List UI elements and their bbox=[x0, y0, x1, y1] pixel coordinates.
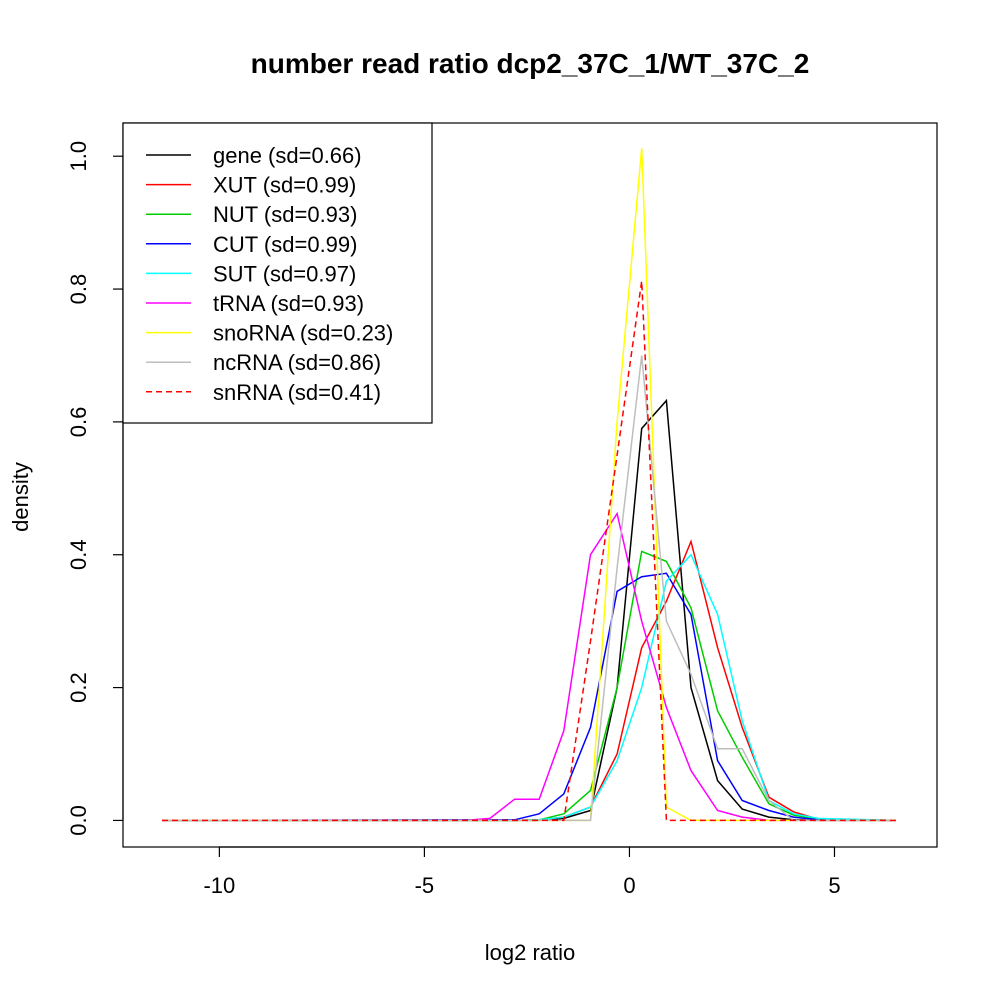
legend-label-4: SUT (sd=0.97) bbox=[213, 261, 356, 286]
series-layer bbox=[161, 148, 897, 822]
series-line-5 bbox=[162, 511, 896, 822]
y-tick-label: 0.4 bbox=[66, 539, 91, 570]
y-tick-label: 0.6 bbox=[66, 407, 91, 438]
legend-label-7: ncRNA (sd=0.86) bbox=[213, 350, 381, 375]
x-tick-label: -10 bbox=[203, 873, 235, 898]
legend-label-1: XUT (sd=0.99) bbox=[213, 173, 356, 198]
x-axis-label: log2 ratio bbox=[485, 940, 576, 965]
legend-label-5: tRNA (sd=0.93) bbox=[213, 291, 364, 316]
legend-label-2: NUT (sd=0.93) bbox=[213, 202, 357, 227]
series-line-8 bbox=[162, 280, 896, 822]
y-tick-label: 0.8 bbox=[66, 274, 91, 305]
legend-label-8: snRNA (sd=0.41) bbox=[213, 380, 381, 405]
legend-label-3: CUT (sd=0.99) bbox=[213, 232, 357, 257]
y-tick-label: 1.0 bbox=[66, 141, 91, 172]
chart-title: number read ratio dcp2_37C_1/WT_37C_2 bbox=[251, 48, 810, 79]
x-tick-label: 0 bbox=[623, 873, 635, 898]
y-tick-label: 0.0 bbox=[66, 805, 91, 836]
y-axis-label: density bbox=[8, 462, 33, 532]
plot-frame bbox=[122, 122, 938, 848]
series-line-4 bbox=[162, 553, 897, 822]
x-tick-label: 5 bbox=[828, 873, 840, 898]
legend-label-6: snoRNA (sd=0.23) bbox=[213, 321, 393, 346]
series-line-7 bbox=[162, 355, 896, 822]
x-tick-label: -5 bbox=[415, 873, 435, 898]
legend-label-0: gene (sd=0.66) bbox=[213, 143, 362, 168]
series-line-2 bbox=[162, 550, 897, 822]
legend: gene (sd=0.66) XUT (sd=0.99) NUT (sd=0.93)… bbox=[122, 122, 433, 424]
series-line-3 bbox=[161, 572, 897, 822]
y-tick-label: 0.2 bbox=[66, 672, 91, 703]
